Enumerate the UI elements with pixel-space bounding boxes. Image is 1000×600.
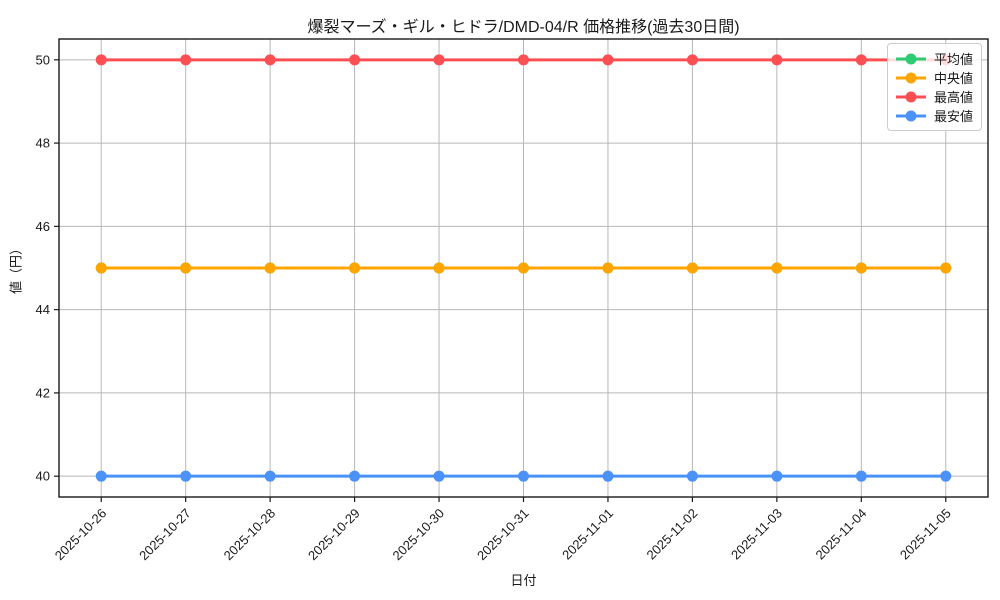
data-point [855,470,867,482]
axis-ticks [54,59,947,502]
data-point [433,470,445,482]
data-point [433,262,445,274]
x-tick-label: 2025-10-30 [390,506,448,564]
x-tick-label: 2025-11-03 [728,506,785,563]
data-point [180,262,192,274]
legend-item-label: 最高値 [934,90,974,105]
data-point [940,470,952,482]
data-point [349,262,361,274]
data-point [349,54,361,66]
data-point [433,54,445,66]
x-tick-label: 2025-10-31 [474,506,532,564]
data-point [518,262,529,274]
data-point [602,262,614,274]
data-point [264,262,276,274]
data-point [855,54,867,66]
axis-tick-labels: 40 42 44 46 48 50 2025-10-26 2025-10-27 2025-10-… [36,52,954,563]
data-point [686,262,698,274]
x-tick-label: 2025-11-01 [559,506,616,563]
data-point [95,262,107,274]
data-point [771,470,783,482]
x-tick-label: 2025-10-26 [52,506,110,564]
data-point [264,54,276,66]
y-tick-label: 48 [36,136,50,151]
y-tick-label: 50 [36,52,50,67]
x-tick-label: 2025-11-05 [897,506,954,563]
data-point [686,470,698,482]
x-tick-label: 2025-11-04 [812,506,869,563]
x-tick-label: 2025-10-29 [305,506,363,564]
data-point [940,262,952,274]
data-point [855,262,867,274]
legend-marker-icon [896,91,926,102]
y-tick-label: 42 [36,385,50,400]
legend-item-label: 平均値 [934,52,974,67]
data-point [771,54,783,66]
y-tick-label: 46 [36,219,50,234]
legend-item-label: 中央値 [934,71,974,86]
data-point [180,470,192,482]
data-point [518,470,529,482]
data-point [95,470,107,482]
series-最安値 [95,470,952,482]
data-point [518,54,529,66]
legend-item: 最安値 [895,106,973,125]
data-point [771,262,783,274]
data-point [602,470,614,482]
data-point [180,54,192,66]
x-tick-label: 2025-11-02 [644,506,701,563]
legend-item: 中央値 [895,68,973,87]
x-tick-label: 2025-10-28 [221,506,279,564]
series-中央値 [95,262,952,274]
legend-item-label: 最安値 [934,109,974,124]
y-tick-label: 44 [36,302,50,317]
legend-marker-icon [896,53,926,64]
data-point [264,470,276,482]
x-axis-label: 日付 [510,573,537,588]
legend-marker-icon [896,110,926,121]
data-point [686,54,698,66]
legend-item: 最高値 [895,87,973,106]
data-point [349,470,361,482]
x-tick-label: 2025-10-27 [136,506,194,564]
legend: 平均値中央値最高値最安値 [887,43,983,131]
legend-marker-icon [896,72,926,83]
series-最高値 [95,54,952,66]
y-axis-label: 値（円） [8,241,24,295]
data-point [602,54,614,66]
chart-title: 爆裂マーズ・ギル・ヒドラ/DMD-04/R 価格推移(過去30日間) [307,19,740,36]
y-tick-label: 40 [36,469,50,484]
legend-item: 平均値 [895,49,973,68]
data-point [95,54,107,66]
